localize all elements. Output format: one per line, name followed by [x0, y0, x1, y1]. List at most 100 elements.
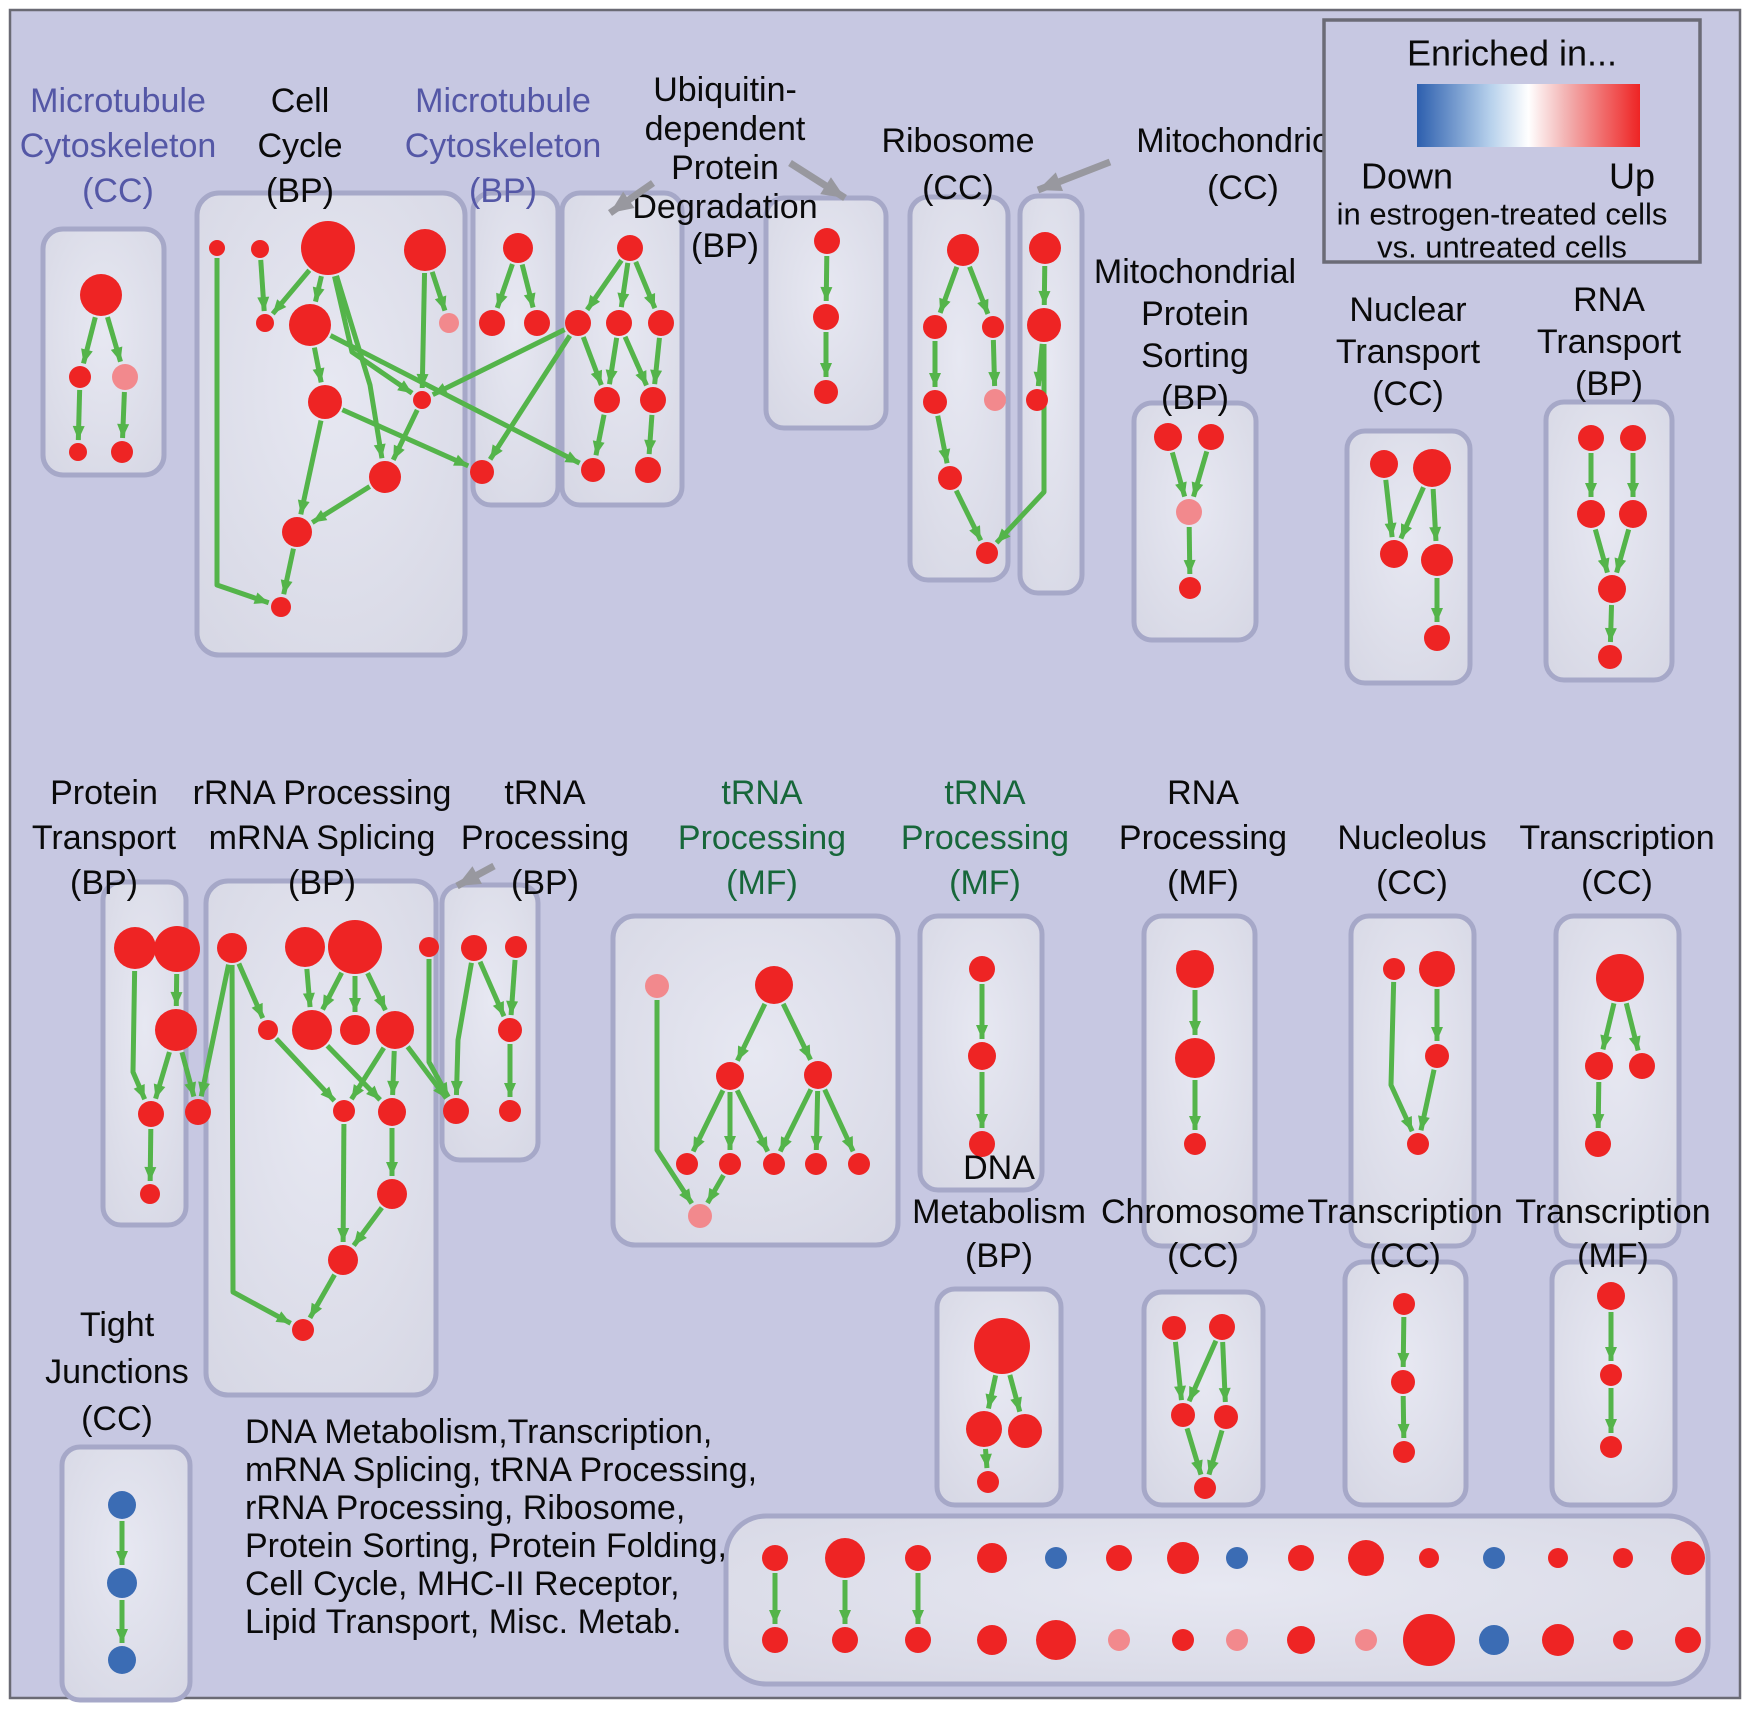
go-term-node-trna-mf-left-0: [645, 974, 669, 998]
edge-arrow: [654, 1000, 694, 1205]
go-term-node-mito-protein-sorting-0: [1154, 423, 1182, 451]
go-term-node-rrna-mrna-1: [285, 927, 325, 967]
cluster-label-rna-processing-mf: Processing: [1119, 819, 1287, 857]
go-term-node-trna-mf-right-1: [968, 1042, 996, 1070]
label-pointer-arrow: [1036, 158, 1112, 194]
edge-arrow: [1218, 1341, 1231, 1403]
edge-arrow: [1614, 528, 1632, 574]
edge-arrow: [337, 1123, 350, 1243]
cluster-label-trna-mf-right: Processing: [901, 819, 1069, 857]
edge-arrow: [1183, 526, 1196, 575]
go-term-node-ubiquitin-left-3: [648, 310, 674, 336]
edge-arrow: [179, 1051, 197, 1098]
go-term-node-rna-transport-5: [1598, 645, 1622, 669]
cluster-box-misc-terms: [723, 1513, 1711, 1687]
go-term-node-rrna-mrna-12: [292, 1319, 314, 1341]
legend-caption-line2: vs. untreated cells: [1377, 230, 1627, 265]
go-term-node-misc-terms-15: [1226, 1629, 1248, 1651]
cluster-label-cell-cycle: Cell: [271, 82, 330, 120]
edge-arrow: [820, 255, 833, 302]
edge-arrow: [312, 275, 325, 303]
go-term-node-cell-cycle-8: [413, 391, 431, 409]
edge-arrow: [690, 1089, 726, 1153]
go-term-node-ubiquitin-right-2: [814, 380, 838, 404]
go-term-node-protein-transport-2: [155, 1009, 197, 1051]
go-term-node-rrna-mrna-5: [292, 1010, 332, 1050]
edge-arrow: [1169, 451, 1188, 498]
go-term-node-nuclear-transport-1: [1413, 449, 1451, 487]
go-term-node-trna-mf-left-7: [805, 1153, 827, 1175]
go-term-node-chromosome-cc-4: [1194, 1477, 1216, 1499]
go-term-node-protein-transport-4: [185, 1099, 211, 1125]
edge-arrow: [1184, 1427, 1204, 1476]
edge-arrow: [416, 272, 429, 389]
edge-arrow: [979, 1448, 992, 1469]
go-term-node-ribosome-cc-2: [982, 316, 1004, 338]
cluster-label-rrna-mrna: mRNA Splicing: [209, 819, 436, 857]
edge-arrow: [214, 258, 270, 606]
go-term-node-ubiquitin-right-1: [813, 304, 839, 330]
cluster-label-rrna-mrna: (BP): [288, 864, 356, 902]
go-term-node-ubiquitin-left-2: [606, 310, 632, 336]
cluster-label-cell-cycle: Cycle: [257, 127, 342, 165]
go-term-node-ribosome-cc-6: [976, 542, 998, 564]
cluster-label-tight-junctions: (CC): [81, 1400, 153, 1438]
cluster-label-mito-sorting: Protein: [1141, 295, 1249, 333]
edge-arrow: [935, 415, 951, 464]
cluster-label-rrna-mrna: rRNA Processing: [193, 774, 452, 812]
edge-arrow: [229, 964, 292, 1326]
edge-arrow: [633, 260, 658, 310]
edge-arrow: [1600, 1002, 1617, 1051]
go-term-node-nuclear-transport-2: [1380, 540, 1408, 568]
go-term-node-rna-transport-3: [1619, 500, 1647, 528]
go-term-node-cell-cycle-4: [256, 314, 274, 332]
go-term-node-rrna-mrna-8: [333, 1100, 355, 1122]
edge-arrow: [320, 971, 344, 1011]
edge-arrow: [1388, 981, 1415, 1133]
cluster-label-nucleolus: (CC): [1376, 864, 1448, 902]
edge-arrow: [1397, 1395, 1410, 1439]
go-term-node-ribosome-cc-1: [923, 315, 947, 339]
cluster-label-ubiquitin: (BP): [691, 227, 759, 265]
go-term-node-trna-mf-left-3: [804, 1061, 832, 1089]
go-term-node-nucleolus-cc-3: [1407, 1133, 1429, 1155]
go-term-node-dna-metabolism-2: [1008, 1414, 1042, 1448]
go-term-node-transcription-cc-mid-0: [1596, 954, 1644, 1002]
edge-arrow: [1592, 528, 1610, 574]
edge-arrow: [72, 389, 85, 441]
cluster-box-microtubule-cc: [40, 226, 167, 478]
go-term-node-mito-protein-sorting-2: [1176, 499, 1202, 525]
legend-down-label: Down: [1361, 156, 1453, 197]
edge-arrow: [329, 333, 581, 466]
edge-arrow: [153, 1051, 172, 1100]
go-term-node-protein-transport-5: [140, 1184, 160, 1204]
go-term-node-rrna-mrna-10: [377, 1179, 407, 1209]
cluster-label-microtubule-bp: Microtubule: [415, 82, 591, 120]
cluster-label-transcription-cc-bottom: (CC): [1369, 1237, 1441, 1275]
edge-arrow: [1604, 604, 1617, 643]
cluster-label-transcription-cc-mid: Transcription: [1519, 819, 1714, 857]
go-term-node-rna-transport-0: [1578, 425, 1604, 451]
cluster-label-mito-sorting: (BP): [1161, 379, 1229, 417]
edge-arrow: [1623, 1002, 1641, 1052]
go-term-node-chromosome-cc-2: [1171, 1403, 1195, 1427]
go-term-node-nuclear-transport-4: [1424, 625, 1450, 651]
edge-arrow: [1038, 265, 1051, 306]
go-term-node-trna-bp-2: [498, 1018, 522, 1042]
cluster-label-dna-metabolism: DNA: [963, 1149, 1035, 1187]
edge-arrow: [1429, 488, 1442, 542]
go-term-node-microtubule-bp-0: [503, 233, 533, 263]
cluster-label-trna-bp: tRNA: [504, 774, 586, 812]
edge-arrow: [390, 408, 420, 461]
go-term-node-misc-terms-2: [825, 1538, 865, 1578]
footer-note-line: rRNA Processing, Ribosome,: [245, 1489, 685, 1527]
edge-arrow: [953, 489, 984, 542]
go-term-node-transcription-mf-2: [1600, 1436, 1622, 1458]
edge-arrow: [351, 1206, 384, 1248]
go-term-node-misc-terms-6: [977, 1543, 1007, 1573]
go-term-node-misc-terms-17: [1287, 1626, 1315, 1654]
go-term-node-trna-mf-left-2: [716, 1062, 744, 1090]
cluster-label-chromosome: Chromosome: [1101, 1193, 1305, 1231]
go-term-node-rrna-mrna-4: [258, 1020, 278, 1040]
